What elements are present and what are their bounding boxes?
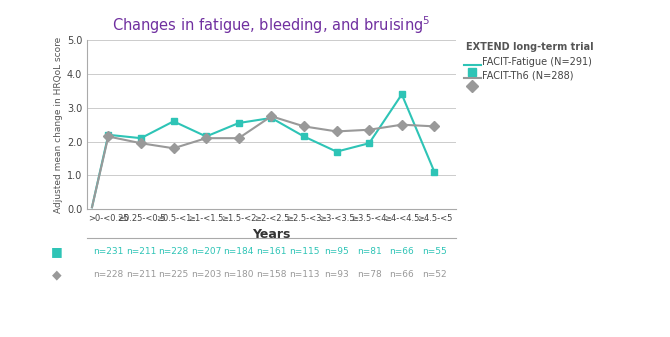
Title: Changes in fatigue, bleeding, and bruising$^{5}$: Changes in fatigue, bleeding, and bruisi… — [112, 14, 431, 36]
Text: n=66: n=66 — [389, 270, 414, 279]
Text: n=113: n=113 — [289, 270, 319, 279]
Text: n=161: n=161 — [256, 247, 287, 255]
Text: n=207: n=207 — [191, 247, 221, 255]
Text: n=184: n=184 — [224, 247, 254, 255]
Text: ■: ■ — [51, 245, 63, 257]
Text: n=115: n=115 — [289, 247, 319, 255]
Text: n=228: n=228 — [158, 247, 189, 255]
Text: n=231: n=231 — [93, 247, 123, 255]
Text: n=211: n=211 — [126, 270, 156, 279]
Text: n=52: n=52 — [422, 270, 447, 279]
Text: n=225: n=225 — [158, 270, 189, 279]
Text: FACIT-Th6 (N=288): FACIT-Th6 (N=288) — [482, 71, 574, 81]
Text: n=158: n=158 — [256, 270, 287, 279]
Text: n=228: n=228 — [93, 270, 123, 279]
Text: n=95: n=95 — [324, 247, 349, 255]
Text: n=203: n=203 — [191, 270, 221, 279]
Text: ◆: ◆ — [52, 268, 62, 281]
Text: n=66: n=66 — [389, 247, 414, 255]
Text: FACIT-Fatigue (N=291): FACIT-Fatigue (N=291) — [482, 57, 592, 67]
Text: n=55: n=55 — [422, 247, 447, 255]
Y-axis label: Adjusted mean change in HRQoL score: Adjusted mean change in HRQoL score — [54, 37, 63, 213]
X-axis label: Years: Years — [252, 228, 291, 241]
Text: n=78: n=78 — [357, 270, 381, 279]
Text: n=93: n=93 — [324, 270, 349, 279]
Text: n=81: n=81 — [357, 247, 381, 255]
Text: n=180: n=180 — [224, 270, 254, 279]
Text: n=211: n=211 — [126, 247, 156, 255]
Text: EXTEND long-term trial: EXTEND long-term trial — [466, 42, 593, 52]
